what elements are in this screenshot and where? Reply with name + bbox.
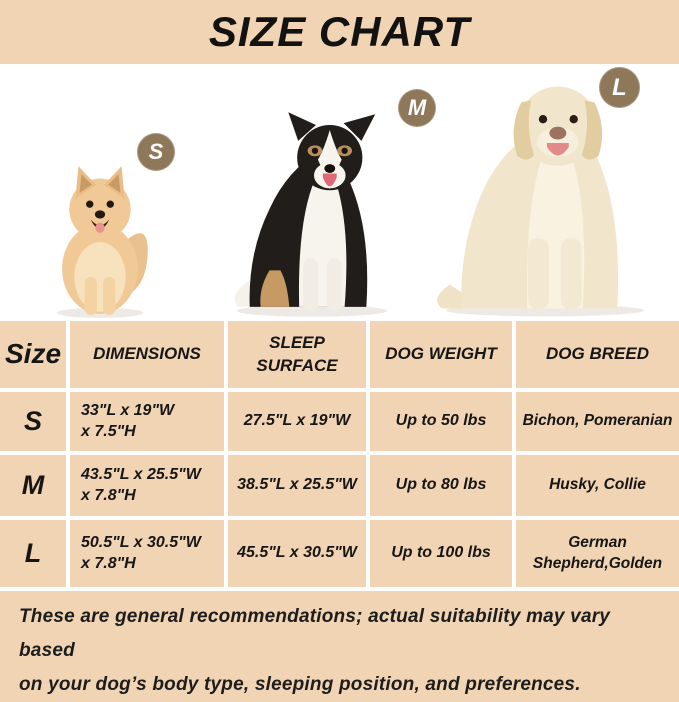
table-row-s-dog-breed: Bichon, Pomeranian xyxy=(516,392,679,451)
table-row-s-sleep-surface: 27.5"L x 19"W xyxy=(228,392,366,451)
table-row-l-size: L xyxy=(0,520,66,587)
dog-illustration-strip: S M L xyxy=(0,64,679,321)
table-row-m-size: M xyxy=(0,455,66,516)
size-badge-l-label: L xyxy=(612,73,627,101)
size-table: Size DIMENSIONS SLEEP SURFACE DOG WEIGHT… xyxy=(0,321,679,587)
column-header-dog-weight: DOG WEIGHT xyxy=(370,321,512,388)
border-collie-photo xyxy=(234,112,388,317)
table-row-s-size: S xyxy=(0,392,66,451)
table-row-m-dog-breed: Husky, Collie xyxy=(516,455,679,516)
size-badge-m: M xyxy=(398,89,436,127)
table-row-m-sleep-surface: 38.5"L x 25.5"W xyxy=(228,455,366,516)
page-title: SIZE CHART xyxy=(208,8,471,55)
disclaimer-banner: These are general recommendations; actua… xyxy=(0,591,679,702)
header-banner: SIZE CHART xyxy=(0,0,679,64)
size-badge-s-label: S xyxy=(148,139,164,164)
golden-retriever-photo xyxy=(437,86,645,317)
table-row-l-sleep-surface: 45.5"L x 30.5"W xyxy=(228,520,366,587)
table-row-m-dog-weight: Up to 80 lbs xyxy=(370,455,512,516)
table-row-s-dimensions: 33"L x 19"W x 7.5"H xyxy=(70,392,224,451)
column-header-sleep-surface: SLEEP SURFACE xyxy=(228,321,366,388)
table-row-m-dimensions: 43.5"L x 25.5"W x 7.8"H xyxy=(70,455,224,516)
column-header-size: Size xyxy=(0,321,66,388)
disclaimer-text: These are general recommendations; actua… xyxy=(19,606,611,695)
table-row-l-dog-weight: Up to 100 lbs xyxy=(370,520,512,587)
size-badge-m-label: M xyxy=(407,95,427,120)
column-header-dimensions: DIMENSIONS xyxy=(70,321,224,388)
size-badge-s: S xyxy=(137,133,175,171)
size-badge-l: L xyxy=(599,67,640,108)
table-row-l-dimensions: 50.5"L x 30.5"W x 7.8"H xyxy=(70,520,224,587)
table-row-l-dog-breed: German Shepherd,Golden xyxy=(516,520,679,587)
table-row-s-dog-weight: Up to 50 lbs xyxy=(370,392,512,451)
column-header-dog-breed: DOG BREED xyxy=(516,321,679,388)
pomeranian-photo xyxy=(56,166,148,318)
